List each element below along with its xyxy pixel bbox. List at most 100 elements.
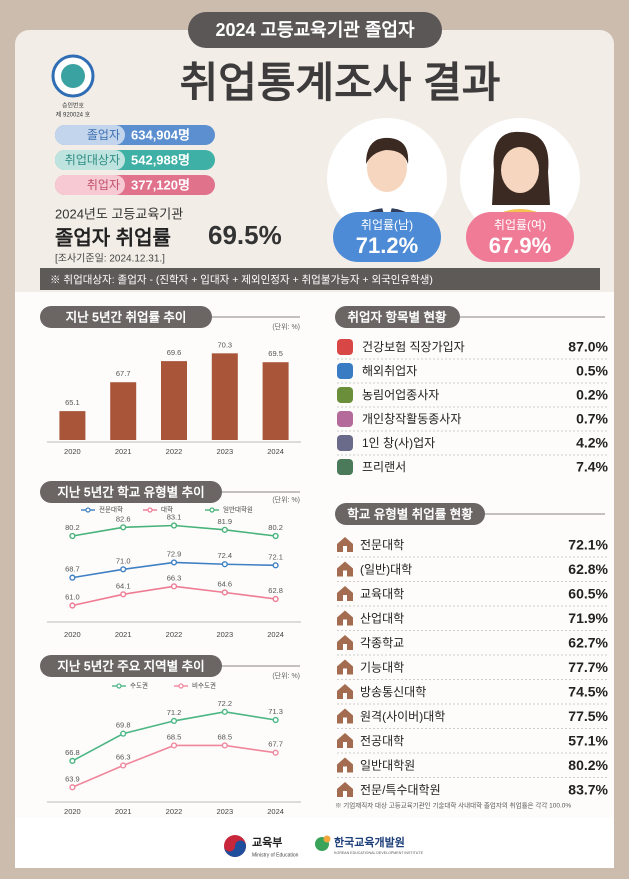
x-tick-label: 2021 — [115, 447, 132, 456]
institute: 한국교육개발원 — [334, 835, 405, 849]
school-value: 80.2% — [568, 757, 608, 773]
bar — [262, 362, 289, 440]
stat-label: 취업대상자 — [65, 153, 120, 167]
legend-dot — [178, 683, 184, 689]
point — [69, 784, 76, 791]
main-title: 취업통계조사 결과 — [180, 59, 501, 106]
list-title-pill — [335, 503, 485, 525]
data-label: 69.8 — [116, 721, 131, 730]
x-tick-label: 2024 — [267, 807, 284, 816]
bar — [110, 382, 137, 440]
legend-dot — [147, 507, 153, 513]
data-label: 69.5 — [268, 349, 283, 358]
unit: (단위: %) — [272, 671, 300, 680]
chart-title: 지난 5년간 학교 유형별 추이 — [57, 484, 204, 499]
x-tick-label: 2023 — [216, 807, 233, 816]
school-icon-door — [343, 570, 347, 577]
school-value: 77.7% — [568, 659, 608, 675]
chart-title-pill — [40, 481, 222, 503]
data-label: 81.9 — [217, 517, 232, 526]
school-icon-door — [343, 693, 347, 699]
school-icon — [337, 537, 353, 552]
point — [221, 589, 228, 596]
x-tick-label: 2024 — [267, 630, 284, 639]
legend-dot — [116, 683, 122, 689]
data-label: 68.5 — [217, 732, 232, 741]
point — [272, 716, 279, 724]
school-label: 전문/특수대학원 — [360, 783, 441, 797]
point — [272, 532, 279, 540]
school-icon-door — [343, 644, 347, 650]
data-label: 66.8 — [65, 748, 80, 757]
item-value: 0.2% — [576, 387, 608, 403]
stat-label: 졸업자 — [87, 128, 120, 142]
x-tick-label: 2020 — [64, 807, 81, 816]
point — [272, 749, 279, 756]
point — [170, 559, 178, 566]
male-pill — [333, 212, 441, 262]
chart-title: 지난 5년간 주요 지역별 추이 — [57, 658, 204, 673]
footnote: ※ 기업재직자 대상 고등교육기관인 기술대학 사내대학 졸업자의 취업률은 각… — [335, 801, 571, 810]
approval-number: 제 920024 호 — [56, 111, 91, 119]
item-icon — [337, 411, 353, 427]
unit: (단위: %) — [272, 495, 300, 504]
data-label: 64.6 — [217, 579, 232, 588]
school-value: 74.5% — [568, 684, 608, 700]
point — [120, 762, 127, 769]
school-icon-door — [343, 791, 347, 797]
data-label: 69.6 — [167, 348, 182, 357]
point — [170, 717, 178, 725]
legend-label: 비수도권 — [192, 681, 216, 690]
year-line: 2024년도 고등교육기관 — [55, 206, 183, 221]
item-value: 87.0% — [568, 339, 608, 355]
item-label: 해외취업자 — [362, 364, 417, 378]
school-value: 71.9% — [568, 610, 608, 626]
data-label: 68.7 — [65, 565, 80, 574]
data-label: 66.3 — [167, 573, 182, 582]
female-pill — [466, 212, 574, 262]
female-rate-label: 취업률(여) — [494, 218, 546, 232]
legend-label: 대학 — [161, 505, 173, 514]
data-label: 80.2 — [268, 523, 283, 532]
data-label: 72.2 — [217, 699, 232, 708]
point — [272, 562, 279, 569]
list-title: 취업자 항목별 현황 — [348, 309, 447, 324]
item-label: 농림어업종사자 — [362, 388, 439, 402]
item-label: 프리랜서 — [362, 460, 406, 474]
school-label: 일반대학원 — [360, 759, 415, 773]
school-value: 72.1% — [568, 537, 608, 553]
x-tick-label: 2023 — [216, 630, 233, 639]
legend-label: 수도권 — [130, 682, 148, 690]
stat-value: 634,904명 — [131, 127, 190, 142]
rate-value: 69.5% — [208, 220, 282, 250]
school-icon — [337, 782, 353, 797]
school-label: 산업대학 — [360, 612, 404, 626]
stat-label-pill — [55, 150, 125, 170]
data-label: 66.3 — [116, 752, 131, 761]
data-label: 71.0 — [116, 556, 131, 565]
item-value: 0.5% — [576, 363, 608, 379]
logo-core — [61, 64, 85, 88]
x-tick-label: 2022 — [166, 447, 183, 456]
item-label: 건강보험 직장가입자 — [362, 340, 465, 354]
school-icon-door — [343, 668, 347, 675]
point — [272, 595, 279, 603]
school-value: 57.1% — [568, 733, 608, 749]
male-hair — [366, 137, 409, 164]
school-label: 교육대학 — [360, 587, 404, 601]
male-rate: 71.2% — [356, 233, 418, 258]
x-tick-label: 2020 — [64, 630, 81, 639]
legend-dot — [209, 507, 215, 513]
ministry: 교육부 — [252, 836, 282, 849]
point — [69, 574, 76, 581]
data-label: 68.5 — [167, 732, 182, 741]
school-label: 전공대학 — [360, 734, 404, 748]
data-label: 61.0 — [65, 593, 80, 602]
point — [69, 602, 76, 609]
item-value: 7.4% — [576, 459, 608, 475]
institute-en: KOREAN EDUCATIONAL DEVELOPMENT INSTITUTE — [334, 851, 424, 855]
school-icon-door — [343, 546, 347, 552]
list-title-pill — [335, 306, 460, 328]
